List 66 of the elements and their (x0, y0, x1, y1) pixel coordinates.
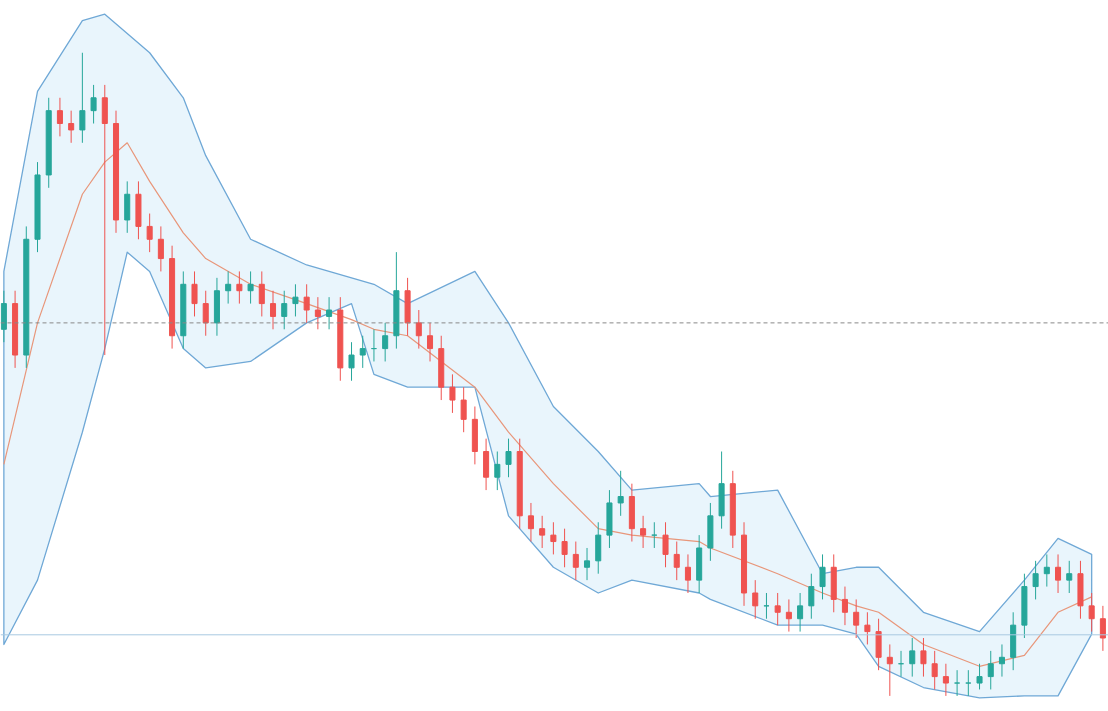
candlestick (247, 270, 254, 305)
candlestick (976, 663, 983, 690)
candlestick (539, 515, 546, 549)
candlestick (640, 515, 647, 549)
candlestick (841, 586, 848, 626)
candlestick (1099, 605, 1106, 652)
candlestick (808, 573, 815, 620)
candlestick (281, 290, 288, 330)
candlestick (326, 296, 333, 330)
candlestick (572, 541, 579, 581)
candlestick (505, 438, 512, 478)
candlestick (819, 553, 826, 600)
candlestick (191, 270, 198, 317)
candlestick (954, 669, 961, 697)
candlestick (998, 643, 1005, 678)
candlestick (359, 335, 366, 369)
candlestick (494, 451, 501, 491)
candlestick (931, 650, 938, 690)
candlestick (987, 650, 994, 690)
candlestick (797, 592, 804, 633)
candlestick (426, 322, 434, 362)
candlestick (920, 637, 927, 678)
candlestick (68, 110, 75, 144)
candlestick (202, 290, 209, 337)
candlestick (101, 84, 108, 356)
candlestick (269, 290, 277, 330)
candlestick (662, 521, 669, 568)
candlestick (415, 309, 422, 350)
candlestick (292, 283, 299, 317)
candlestick (527, 502, 534, 543)
candlestick (942, 663, 949, 697)
candlestick (449, 373, 456, 414)
candlestick (314, 296, 321, 330)
candlestick (673, 541, 680, 581)
candlestick (56, 97, 63, 137)
candlestick (146, 213, 153, 253)
candlestick (1055, 553, 1062, 594)
candlestick (90, 84, 97, 125)
candlestick (1032, 560, 1039, 600)
candlestick (225, 270, 232, 305)
candlestick (303, 283, 310, 324)
candlestick (763, 592, 770, 620)
candlestick (909, 637, 916, 678)
candlestick (584, 547, 591, 581)
candlestick (460, 386, 467, 433)
candlestick (79, 52, 86, 144)
candlestick (785, 598, 792, 633)
candlestick (853, 598, 860, 639)
candlestick (561, 528, 568, 568)
candlestick (258, 270, 265, 317)
candlestick (1043, 553, 1050, 588)
candlestick (157, 225, 164, 272)
candlestick (651, 521, 658, 549)
candlestick (752, 579, 759, 620)
candlestick (684, 553, 691, 594)
candlestick (348, 341, 355, 382)
candlestick (1066, 560, 1073, 594)
candlestick (236, 270, 243, 305)
candlestick (864, 611, 871, 645)
candlestick (965, 669, 972, 697)
candlestick (774, 592, 781, 626)
candlestick (617, 470, 624, 517)
candlestick (550, 521, 557, 555)
candlestick (886, 643, 893, 697)
candlestick (1088, 592, 1095, 633)
candlestick (382, 322, 389, 362)
